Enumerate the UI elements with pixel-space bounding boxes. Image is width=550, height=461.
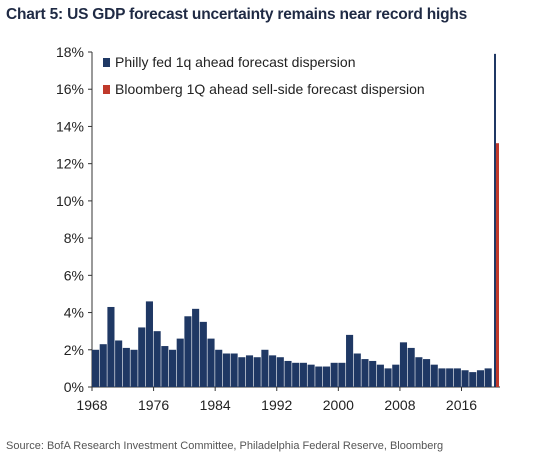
legend-label-philly: Philly fed 1q ahead forecast dispersion [115,54,355,70]
x-tick-label: 1968 [76,397,107,413]
philly-bar [100,344,107,387]
philly-bar [254,357,261,387]
y-tick-label: 10% [56,193,84,209]
philly-bar [107,307,114,387]
y-tick-label: 0% [64,379,84,395]
philly-bar [231,354,238,388]
philly-bar [323,367,330,387]
philly-bar [292,363,299,387]
y-tick-label: 14% [56,118,84,134]
y-tick-label: 4% [64,305,84,321]
philly-bar [177,339,184,387]
source-note: Source: BofA Research Investment Committ… [6,440,443,452]
x-tick-label: 2000 [323,397,354,413]
y-tick-label: 12% [56,156,84,172]
philly-bar [361,359,368,387]
y-tick-label: 16% [56,81,84,97]
philly-bar [431,365,438,387]
legend-swatch-bloomberg [103,85,110,94]
x-tick-label: 1992 [261,397,292,413]
philly-bar [346,335,353,387]
philly-bar [377,365,384,387]
philly-bar [200,322,207,387]
philly-bar [485,368,492,387]
y-tick-label: 6% [64,267,84,283]
philly-bar [354,354,361,388]
philly-bar [130,350,137,387]
philly-bar [438,368,445,387]
philly-bar [284,361,291,387]
philly-bar [207,339,214,387]
philly-bar [115,340,122,387]
philly-bar [331,363,338,387]
y-tick-label: 18% [56,44,84,60]
philly-bar [246,355,253,387]
philly-bar [277,357,284,387]
philly-bar [477,370,484,387]
philly-fed-bars [92,54,496,387]
philly-bar [415,357,422,387]
philly-bar [169,350,176,387]
philly-bar [300,363,307,387]
philly-bar [454,368,461,387]
philly-bar [161,346,168,387]
philly-bar [146,301,153,387]
y-axis: 0% 2% 4% 6% 8% 10% 12% 14% 16% 18% [56,44,92,395]
philly-bar [92,350,99,387]
legend-label-bloomberg: Bloomberg 1Q ahead sell-side forecast di… [115,81,425,97]
philly-bar [223,354,230,388]
legend-swatch-philly [103,58,110,67]
philly-bar [469,372,476,387]
bloomberg-bars [496,143,499,387]
philly-bar [494,54,496,387]
philly-bar [446,368,453,387]
x-tick-label: 1976 [138,397,169,413]
x-tick-label: 2016 [446,397,477,413]
philly-bar [308,365,315,387]
philly-bar [215,350,222,387]
y-tick-label: 8% [64,230,84,246]
y-tick-label: 2% [64,342,84,358]
philly-bar [123,348,130,387]
philly-bar [261,350,268,387]
x-tick-label: 2008 [384,397,415,413]
legend: Philly fed 1q ahead forecast dispersion B… [103,54,425,97]
philly-bar [154,331,161,387]
philly-bar [400,342,407,387]
philly-bar [423,359,430,387]
x-tick-label: 1984 [200,397,231,413]
philly-bar [408,348,415,387]
philly-bar [385,368,392,387]
philly-bar [238,357,245,387]
philly-bar [369,361,376,387]
philly-bar [184,316,191,387]
philly-bar [269,355,276,387]
philly-bar [392,365,399,387]
x-axis: 1968 1976 1984 1992 2000 2008 2016 [76,387,500,413]
philly-bar [338,363,345,387]
philly-bar [192,309,199,387]
bloomberg-bar [496,143,499,387]
philly-bar [138,327,145,387]
philly-bar [315,367,322,387]
philly-bar [462,370,469,387]
